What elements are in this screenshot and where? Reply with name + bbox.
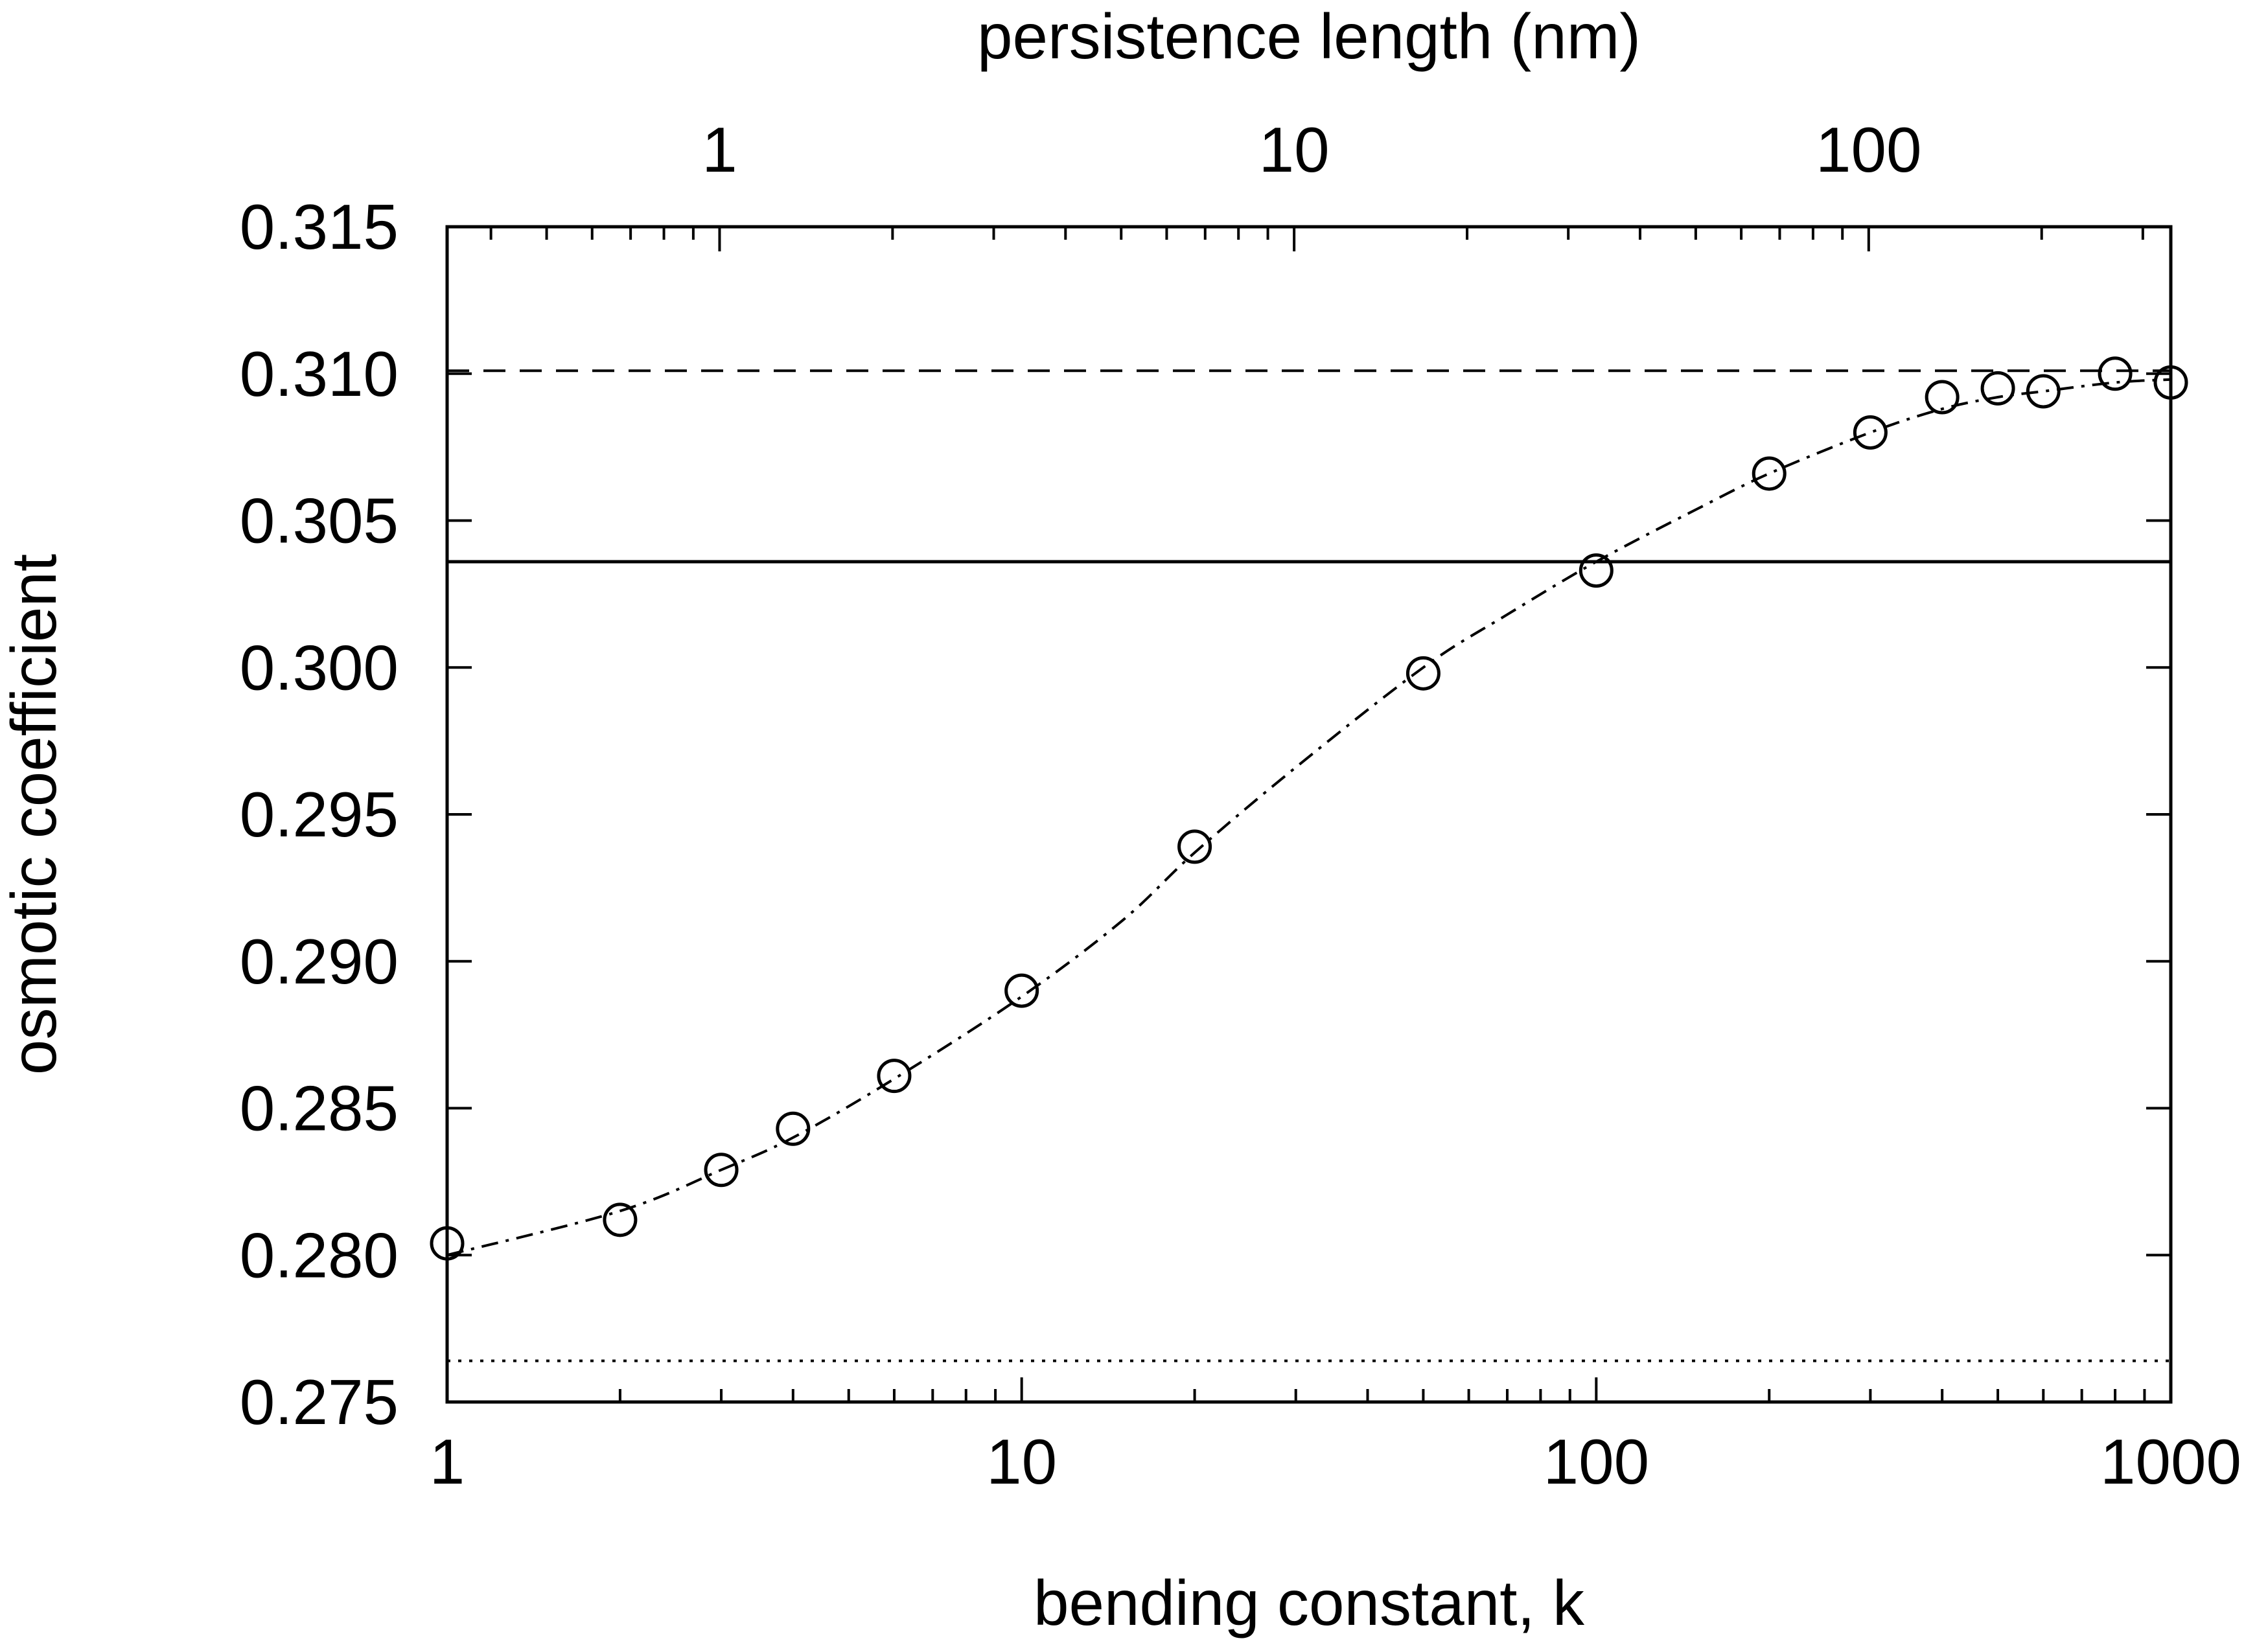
y-tick-label: 0.315 xyxy=(240,191,399,262)
y-tick-label: 0.285 xyxy=(240,1073,399,1144)
data-point xyxy=(877,1059,912,1094)
data-point xyxy=(2026,374,2061,409)
x-tick-label: 100 xyxy=(1544,1426,1650,1497)
data-point xyxy=(776,1111,811,1146)
x-axis-title: bending constant, k xyxy=(1034,1567,1585,1638)
x-tick-label: 1000 xyxy=(2100,1426,2241,1497)
data-point xyxy=(1004,973,1039,1008)
data-point xyxy=(1925,380,1960,415)
fit-curve xyxy=(446,378,2171,1257)
fit-curve-layer xyxy=(446,378,2171,1257)
x2-tick-label: 1 xyxy=(702,114,737,185)
data-points xyxy=(430,356,2188,1261)
data-point xyxy=(2098,356,2133,391)
x2-tick-label: 100 xyxy=(1816,114,1922,185)
x2-tick-label: 10 xyxy=(1259,114,1330,185)
y-axis-title: osmotic coefficient xyxy=(0,554,69,1075)
data-point xyxy=(1177,829,1212,864)
x2-axis-title: persistence length (nm) xyxy=(977,1,1641,72)
y-tick-label: 0.290 xyxy=(240,926,399,997)
y-tick-label: 0.275 xyxy=(240,1366,399,1438)
x-tick-label: 10 xyxy=(986,1426,1057,1497)
plot-frame xyxy=(445,225,2173,1404)
axis-ticks xyxy=(447,227,2171,1402)
data-point xyxy=(1853,415,1888,450)
y-tick-label: 0.280 xyxy=(240,1219,399,1291)
data-point xyxy=(1406,656,1441,691)
data-point xyxy=(1980,371,2015,406)
data-point xyxy=(704,1153,739,1188)
tick-labels: 0.275 0.280 0.285 0.290 0.295 0.300 0.305 0.310… xyxy=(240,114,2241,1497)
data-point xyxy=(1752,456,1787,491)
y-tick-label: 0.305 xyxy=(240,485,399,557)
x-tick-label: 1 xyxy=(430,1426,465,1497)
data-point xyxy=(603,1202,638,1237)
reference-lines xyxy=(447,369,2171,1362)
y-tick-label: 0.295 xyxy=(240,779,399,850)
y-tick-label: 0.310 xyxy=(240,338,399,409)
y-tick-label: 0.300 xyxy=(240,632,399,703)
data-point xyxy=(1579,553,1614,588)
